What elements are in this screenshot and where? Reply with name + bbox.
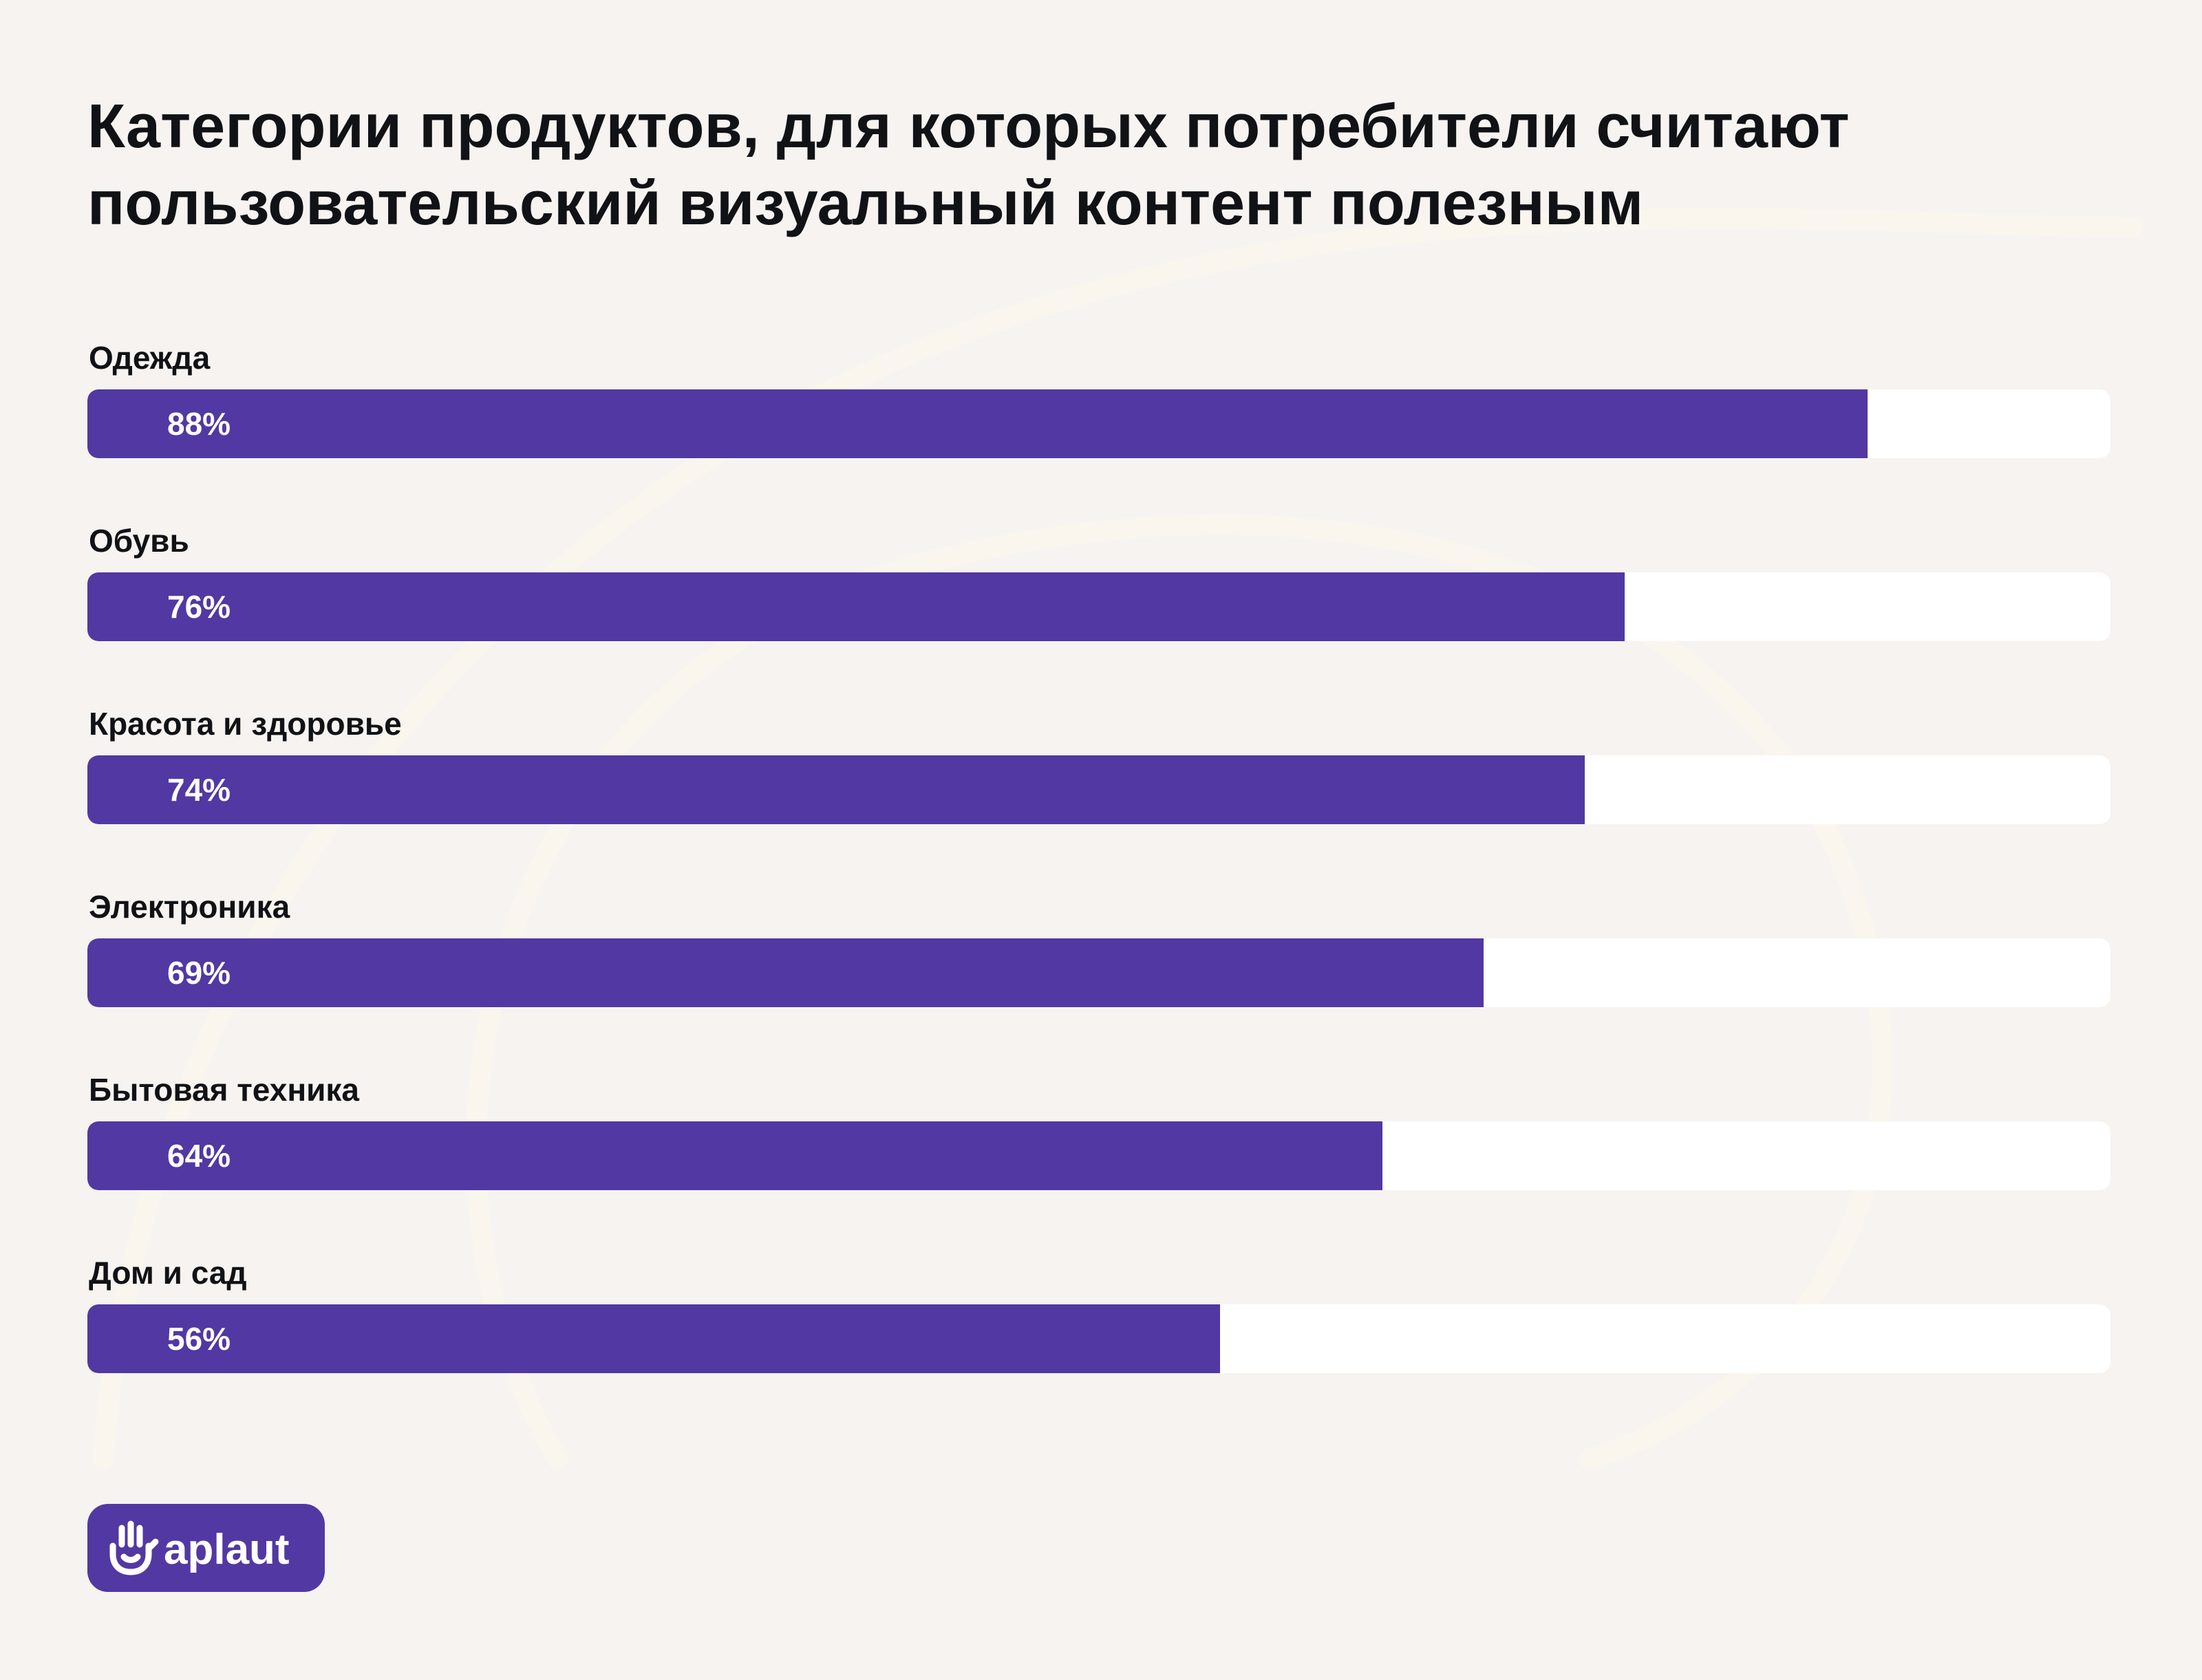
category-label: Одежда [89,340,211,376]
bar-fill [87,938,1484,1007]
bar-row: Бытовая техника 64% [87,1065,2110,1248]
bar-value-label: 76% [167,589,231,625]
chart-title-line-1: Категории продуктов, для которых потреби… [87,92,1850,161]
bar-track: 88% [87,389,2110,458]
bar-track: 76% [87,572,2110,641]
bar-row: Красота и здоровье 74% [87,699,2110,882]
bar-chart: Одежда 88% Обувь 76% Красота и здоровье 74% Эл… [87,333,2110,1431]
bar-fill [87,389,1868,458]
chart-title: Категории продуктов, для которых потреби… [87,88,2124,242]
bar-fill [87,1121,1382,1190]
bar-track: 74% [87,755,2110,824]
bar-fill [87,1304,1220,1373]
bar-value-label: 56% [167,1321,231,1357]
category-label: Электроника [89,889,290,925]
bar-row: Дом и сад 56% [87,1248,2110,1431]
category-label: Дом и сад [89,1255,247,1291]
category-label: Красота и здоровье [89,706,402,742]
bar-row: Электроника 69% [87,882,2110,1065]
category-label: Обувь [89,523,189,559]
clapping-hand-icon: aplaut [109,1520,290,1575]
bar-row: Одежда 88% [87,333,2110,516]
bar-track: 56% [87,1304,2110,1373]
bar-value-label: 74% [167,772,231,808]
bar-track: 69% [87,938,2110,1007]
bar-value-label: 64% [167,1138,231,1174]
bar-row: Обувь 76% [87,516,2110,699]
chart-title-line-2: пользовательский визуальный контент поле… [87,169,1644,238]
bar-value-label: 69% [167,955,231,991]
bar-track: 64% [87,1121,2110,1190]
bar-fill [87,755,1585,824]
category-label: Бытовая техника [89,1072,359,1108]
bar-value-label: 88% [167,406,231,442]
aplaut-logo: aplaut [87,1504,325,1592]
bar-fill [87,572,1625,641]
logo-wordmark: aplaut [164,1526,290,1573]
